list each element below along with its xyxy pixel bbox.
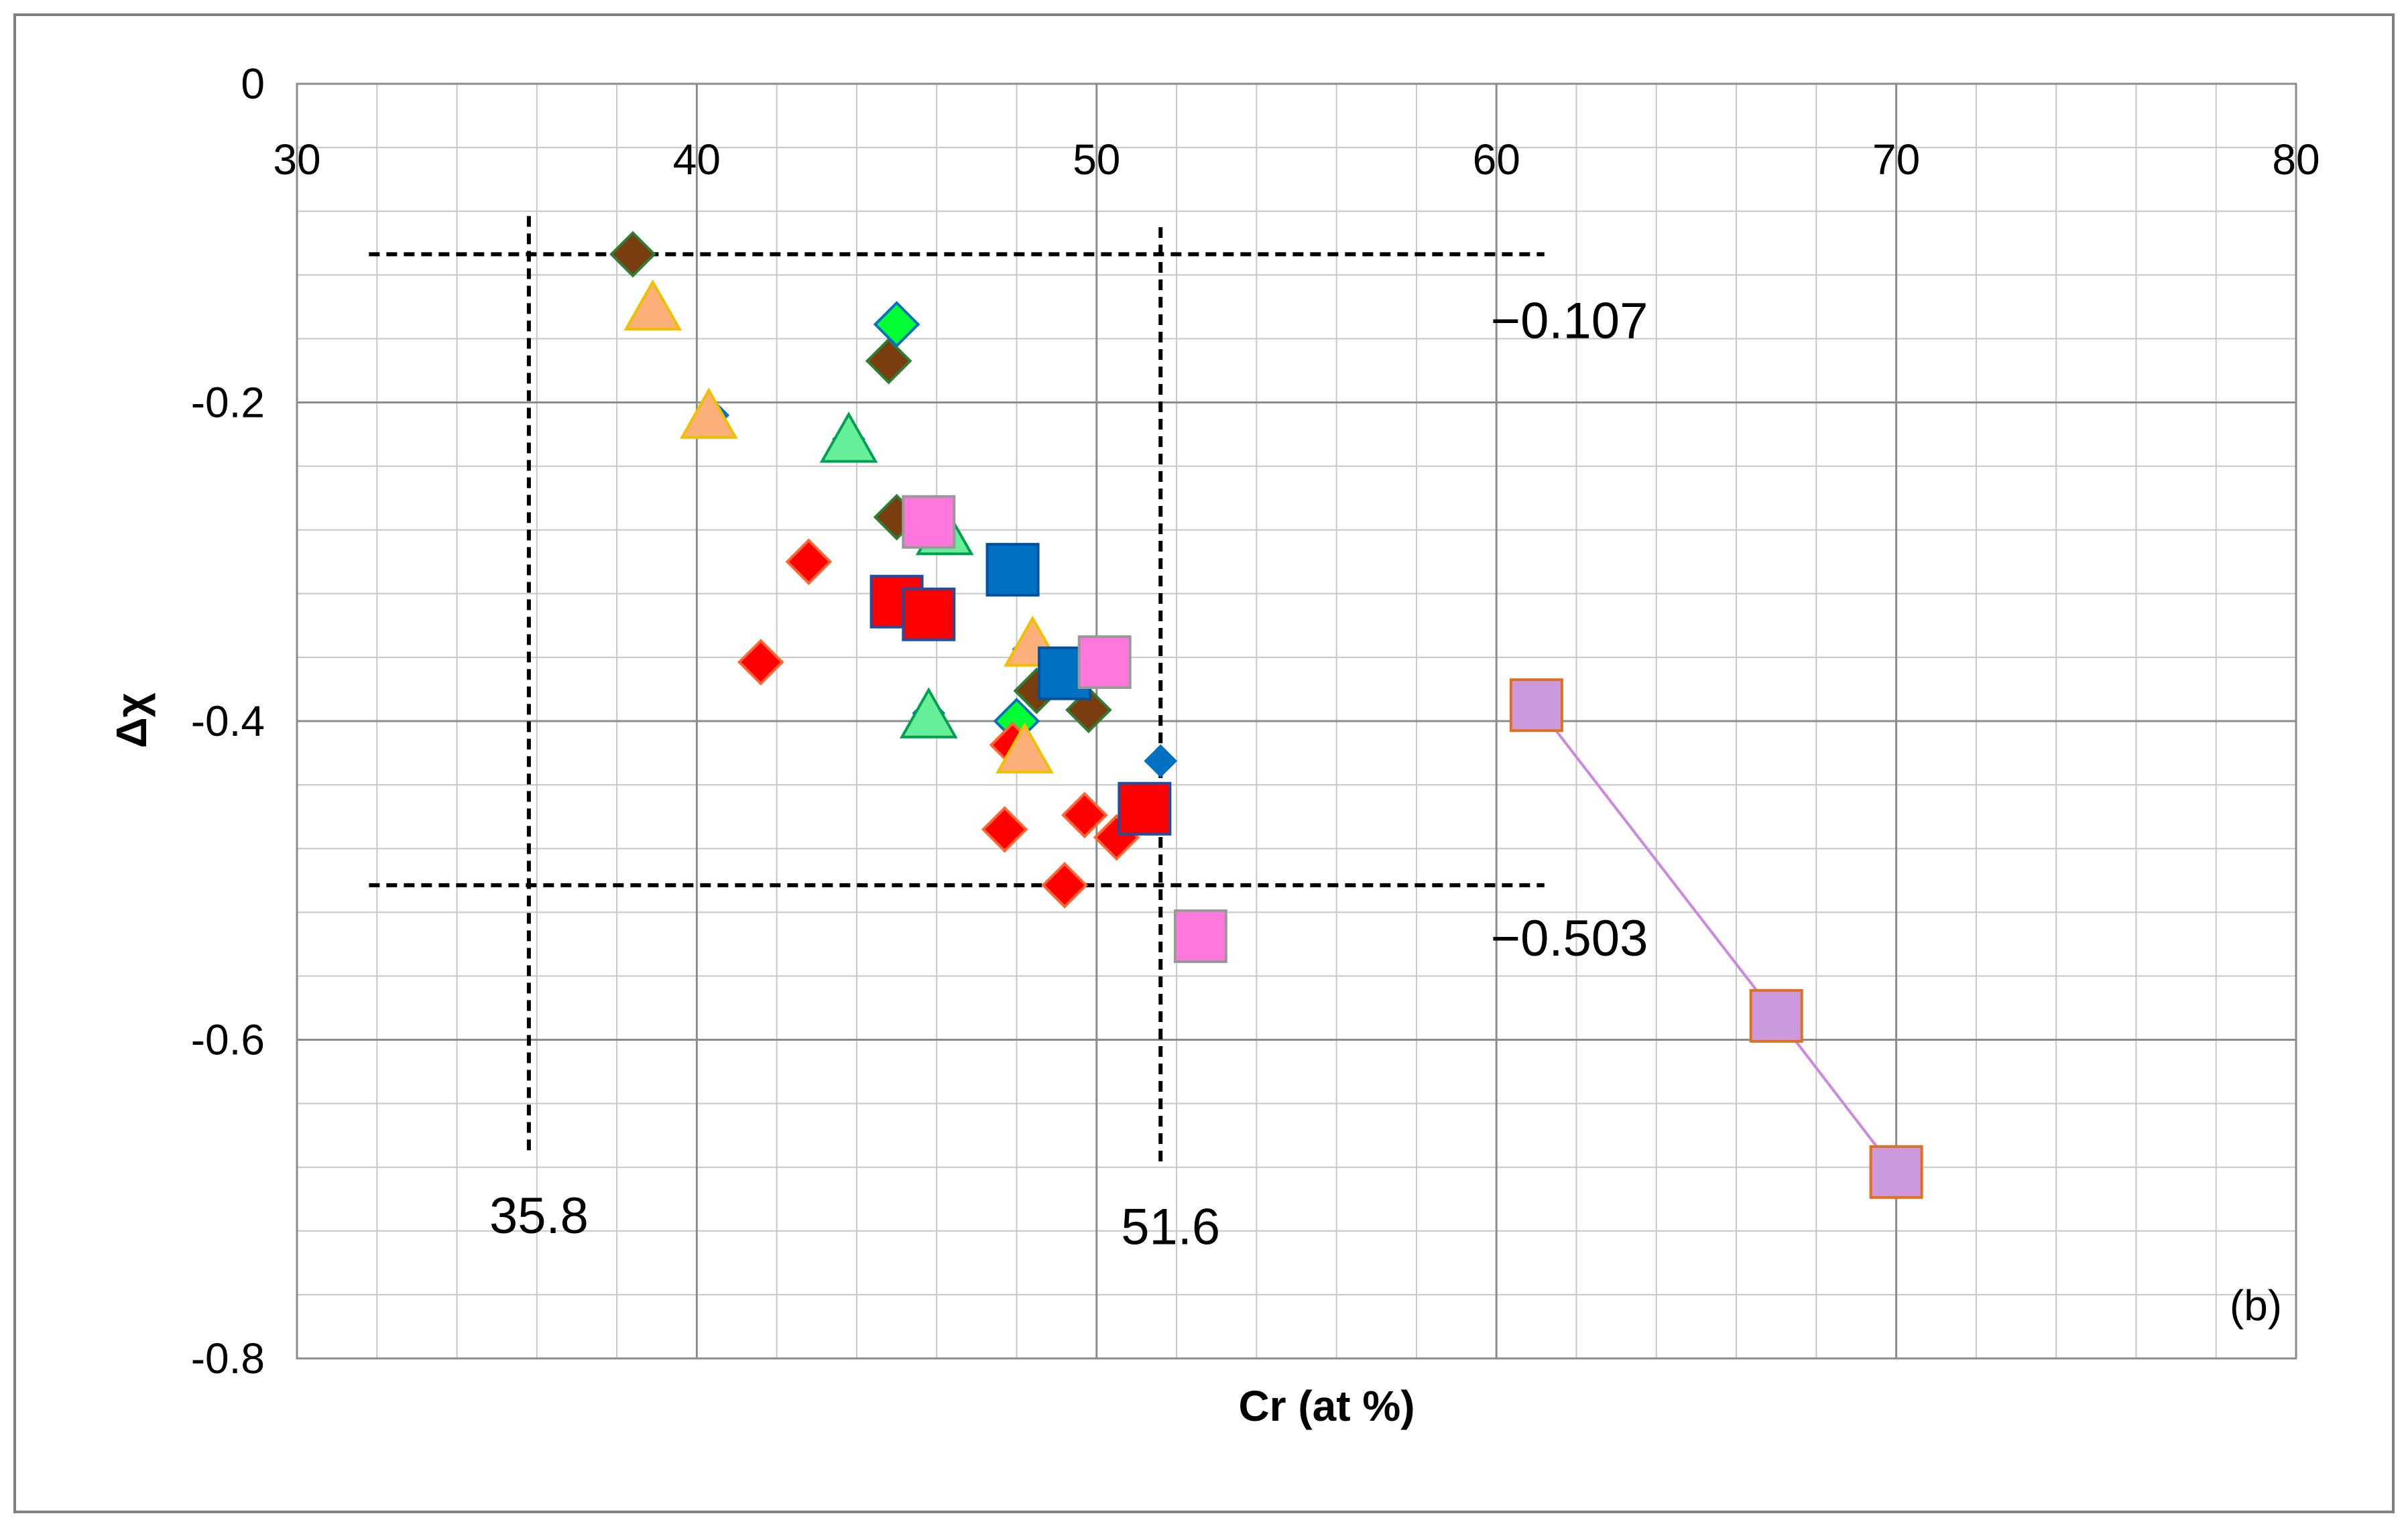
square-marker [1077,635,1132,690]
triangle-marker [899,687,958,739]
square-marker [1173,909,1227,963]
series-group [869,574,1172,836]
plot-area-border [296,82,2297,1360]
x-axis-label: Cr (at %) [1238,1382,1414,1430]
square-marker [1869,1145,1923,1199]
series-group [609,231,1112,734]
diamond-marker [981,806,1028,853]
square-marker [985,543,1040,597]
y-axis-label: Δχ [107,692,156,748]
y-tick-label: 0 [241,60,265,108]
triangle-marker [623,279,682,331]
diamond-marker [1061,791,1108,839]
figure-border [13,13,2395,1513]
triangle-marker [679,387,738,439]
diamond-marker [865,337,912,385]
vertical-line-label: 51.6 [1121,1199,1220,1256]
y-tick-label: -0.6 [191,1016,265,1064]
horizontal-line-label: −0.107 [1491,292,1648,349]
diamond-marker [1041,862,1088,909]
diamond-marker [873,301,920,348]
series-group [623,279,1062,774]
square-marker [902,587,956,641]
series-group [902,495,1227,963]
y-tick-label: -0.4 [191,697,265,745]
reference-lines [369,216,1545,1167]
square-marker [1509,678,1563,732]
chart-text: Cr (at %) Δχ (b) 30 40 50 60 70 80 0 -0.2 -0.4 -0… [107,60,2320,1430]
diamond-marker [737,639,784,686]
diamond-marker [609,231,656,278]
square-marker [902,495,956,549]
x-tick-label: 60 [1473,135,1520,184]
panel-label: (b) [2230,1281,2282,1330]
square-marker [1118,781,1172,836]
horizontal-line-label: −0.503 [1491,910,1648,967]
y-tick-label: -0.2 [191,379,265,427]
series-group [737,538,1140,909]
square-marker [1749,989,1803,1043]
triangle-marker [996,722,1054,774]
x-tick-label: 30 [273,135,320,184]
x-tick-label: 70 [1872,135,1920,184]
diamond-marker [785,538,833,586]
x-tick-label: 80 [2272,135,2320,184]
x-tick-label: 50 [1073,135,1120,184]
y-tick-label: -0.8 [191,1334,265,1383]
vertical-line-label: 35.8 [489,1188,589,1245]
x-tick-label: 40 [673,135,721,184]
series-group [1509,678,1923,1199]
data-series [609,231,1923,1199]
diamond-marker [1144,744,1178,778]
triangle-marker [819,411,878,463]
